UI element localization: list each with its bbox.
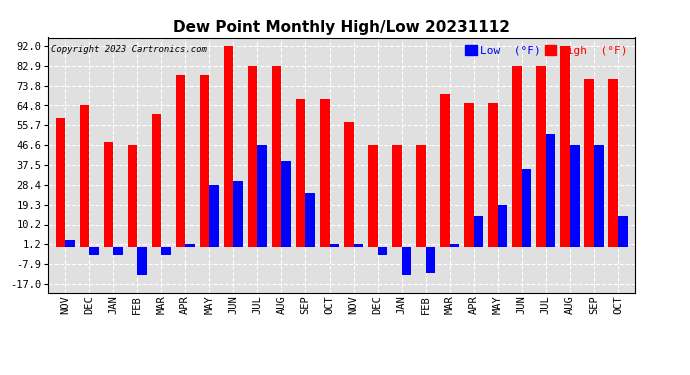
- Bar: [199, 75, 209, 247]
- Bar: [320, 99, 330, 247]
- Bar: [512, 66, 522, 247]
- Bar: [55, 118, 65, 247]
- Bar: [344, 122, 353, 247]
- Bar: [186, 244, 195, 247]
- Bar: [330, 244, 339, 247]
- Bar: [272, 66, 282, 247]
- Bar: [248, 66, 257, 247]
- Bar: [257, 145, 267, 247]
- Bar: [113, 247, 123, 255]
- Bar: [450, 244, 460, 247]
- Bar: [546, 134, 555, 247]
- Bar: [474, 216, 484, 247]
- Bar: [368, 145, 377, 247]
- Bar: [522, 169, 531, 247]
- Bar: [306, 193, 315, 247]
- Bar: [402, 247, 411, 275]
- Bar: [392, 145, 402, 247]
- Bar: [128, 145, 137, 247]
- Bar: [489, 103, 497, 247]
- Legend: Low  (°F), High  (°F): Low (°F), High (°F): [463, 43, 629, 58]
- Bar: [440, 94, 450, 247]
- Bar: [224, 46, 233, 247]
- Bar: [152, 114, 161, 247]
- Bar: [282, 161, 291, 247]
- Bar: [594, 145, 604, 247]
- Title: Dew Point Monthly High/Low 20231112: Dew Point Monthly High/Low 20231112: [173, 20, 510, 35]
- Bar: [209, 185, 219, 247]
- Bar: [233, 181, 243, 247]
- Bar: [618, 216, 628, 247]
- Text: Copyright 2023 Cartronics.com: Copyright 2023 Cartronics.com: [51, 45, 207, 54]
- Bar: [137, 247, 147, 275]
- Bar: [65, 240, 75, 247]
- Bar: [464, 103, 474, 247]
- Bar: [570, 145, 580, 247]
- Bar: [176, 75, 186, 247]
- Bar: [560, 46, 570, 247]
- Bar: [536, 66, 546, 247]
- Bar: [426, 247, 435, 273]
- Bar: [79, 105, 89, 247]
- Bar: [161, 247, 171, 255]
- Bar: [584, 79, 594, 247]
- Bar: [296, 99, 306, 247]
- Bar: [416, 145, 426, 247]
- Bar: [89, 247, 99, 255]
- Bar: [497, 205, 507, 247]
- Bar: [104, 142, 113, 247]
- Bar: [353, 244, 363, 247]
- Bar: [609, 79, 618, 247]
- Bar: [377, 247, 387, 255]
